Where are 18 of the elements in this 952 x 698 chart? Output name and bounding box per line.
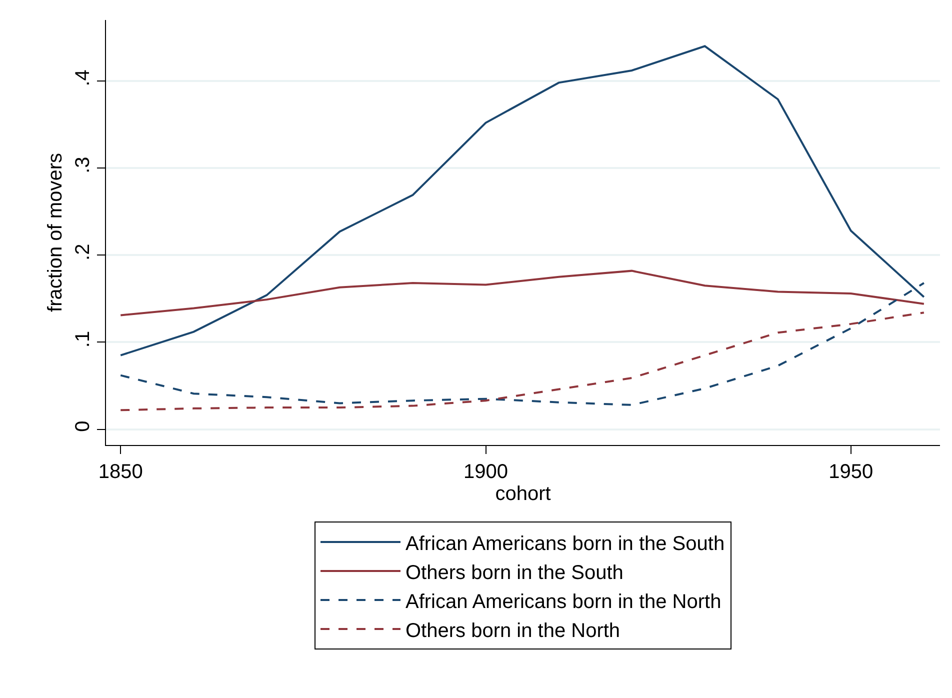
legend-label: Others born in the North: [406, 620, 620, 642]
y-tick-label: .3: [72, 156, 94, 174]
legend-label: African Americans born in the North: [406, 590, 722, 613]
y-tick-label: .4: [72, 70, 94, 86]
legend-label: African Americans born in the South: [406, 532, 725, 555]
x-tick-label: 1900: [464, 461, 508, 483]
y-tick-label: .2: [72, 244, 94, 260]
line-series: [120, 282, 925, 406]
legend-label: Others born in the South: [406, 562, 624, 584]
x-axis-title: cohort: [495, 483, 552, 505]
line-series: [120, 312, 925, 412]
line-series: [120, 45, 925, 356]
line-series: [120, 270, 925, 316]
x-tick-label: 1950: [828, 461, 874, 483]
y-tick-label: 0: [72, 420, 94, 432]
y-tick-label: .1: [72, 330, 94, 348]
x-tick-label: 1850: [98, 461, 143, 483]
y-axis-title: fraction of movers: [44, 153, 66, 312]
